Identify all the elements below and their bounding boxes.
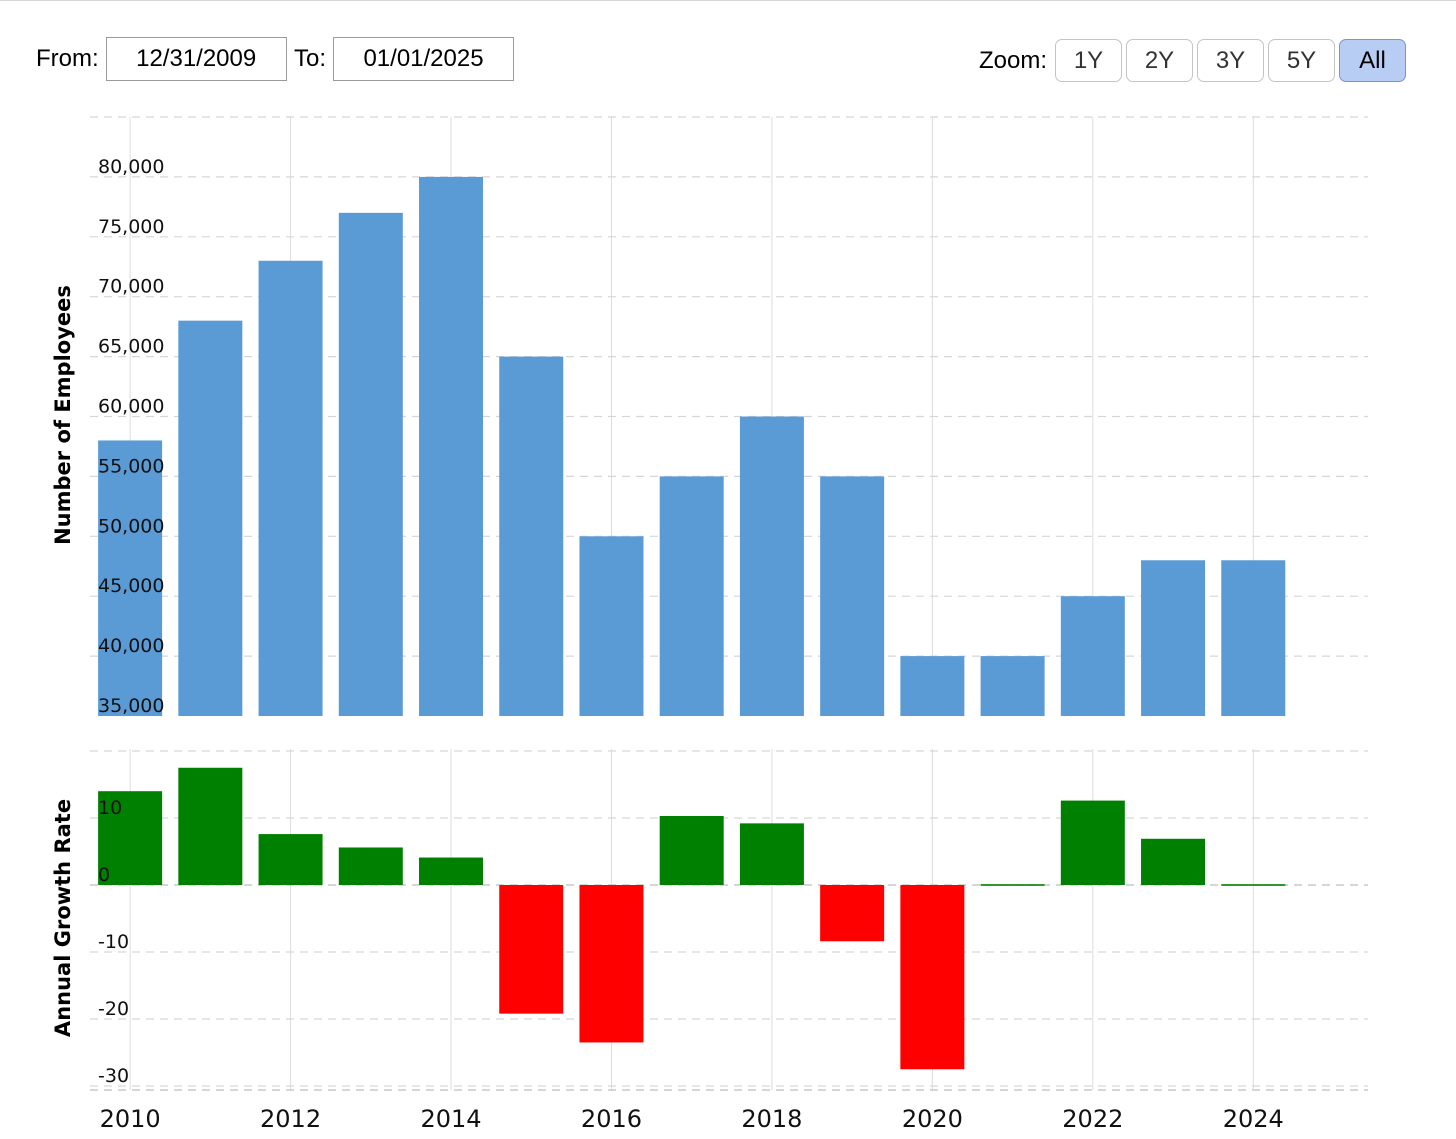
employees-bar-2019 [820,476,885,716]
employees-tick-label: 50,000 [98,515,164,537]
growth-bar-2014 [419,857,484,885]
growth-bar-2024 [1221,884,1286,886]
zoom-5y-button[interactable]: 5Y [1268,39,1336,82]
x-tick-label: 2024 [1223,1105,1284,1133]
growth-bar-2019 [820,885,885,942]
from-date-input[interactable] [105,37,287,81]
growth-bar-2021 [980,884,1045,886]
employees-bar-2022 [1060,596,1125,716]
employees-bar-2013 [338,212,403,716]
zoom-2y-button[interactable]: 2Y [1126,39,1194,82]
employees-bar-2024 [1221,560,1286,716]
x-tick-label: 2012 [260,1105,321,1133]
zoom-controls: Zoom: 1Y 2Y 3Y 5Y All [979,39,1410,82]
employees-bar-2018 [739,416,804,716]
from-label: From: [36,45,99,72]
employees-bar-2023 [1141,560,1206,716]
growth-bar-2016 [579,885,644,1043]
employees-bar-2021 [980,656,1045,716]
employees-tick-label: 35,000 [98,695,164,717]
employees-bar-2010 [98,440,163,716]
employees-bar-2014 [419,176,484,716]
employees-axis-title: Number of Employees [51,285,75,545]
growth-bar-2017 [659,815,724,885]
employees-tick-label: 80,000 [98,156,164,178]
growth-bar-2015 [499,885,564,1014]
zoom-1y-button[interactable]: 1Y [1055,39,1123,82]
growth-tick-label: -30 [98,1065,129,1087]
employees-tick-label: 75,000 [98,216,164,238]
employees-tick-label: 60,000 [98,396,164,418]
zoom-label: Zoom: [979,46,1048,74]
employees-tick-label: 70,000 [98,276,164,298]
growth-bar-2018 [739,823,804,885]
employees-bar-2012 [258,260,323,716]
employees-tick-label: 55,000 [98,455,164,477]
growth-bar-2020 [900,885,965,1070]
growth-bar-2011 [178,767,243,885]
to-date-input[interactable] [333,37,515,81]
date-range-from: From: [36,37,287,81]
growth-tick-label: 10 [98,797,122,819]
growth-axis-title: Annual Growth Rate [51,799,75,1037]
x-tick-label: 2022 [1062,1105,1123,1133]
growth-bar-2012 [258,834,323,885]
zoom-all-button[interactable]: All [1339,39,1407,82]
employees-bar-2011 [178,320,243,716]
employees-bars [98,176,1286,716]
x-tick-label: 2020 [902,1105,963,1133]
employees-bar-2017 [659,476,724,716]
top-divider [0,0,1456,1]
growth-bar-2023 [1141,838,1206,885]
date-range-to: To: [294,37,515,81]
employees-tick-label: 65,000 [98,336,164,358]
x-tick-label: 2010 [100,1105,161,1133]
employees-bar-2016 [579,536,644,716]
growth-bar-2022 [1060,800,1125,885]
growth-tick-label: 0 [98,864,110,886]
axis-labels: 35,000 40,000 45,000 50,000 55,000 60,000 65,0… [98,156,1284,1133]
growth-tick-label: -20 [98,998,129,1020]
x-tick-label: 2014 [420,1105,481,1133]
employees-bar-2015 [499,356,564,716]
x-tick-label: 2016 [581,1105,642,1133]
x-tick-label: 2018 [741,1105,802,1133]
growth-bar-2013 [338,847,403,885]
growth-bars [98,767,1286,1070]
employees-tick-label: 45,000 [98,575,164,597]
employees-bar-2020 [900,656,965,716]
employees-tick-label: 40,000 [98,635,164,657]
growth-bar-2010 [98,791,163,885]
to-label: To: [294,45,327,72]
zoom-3y-button[interactable]: 3Y [1197,39,1265,82]
growth-tick-label: -10 [98,931,129,953]
